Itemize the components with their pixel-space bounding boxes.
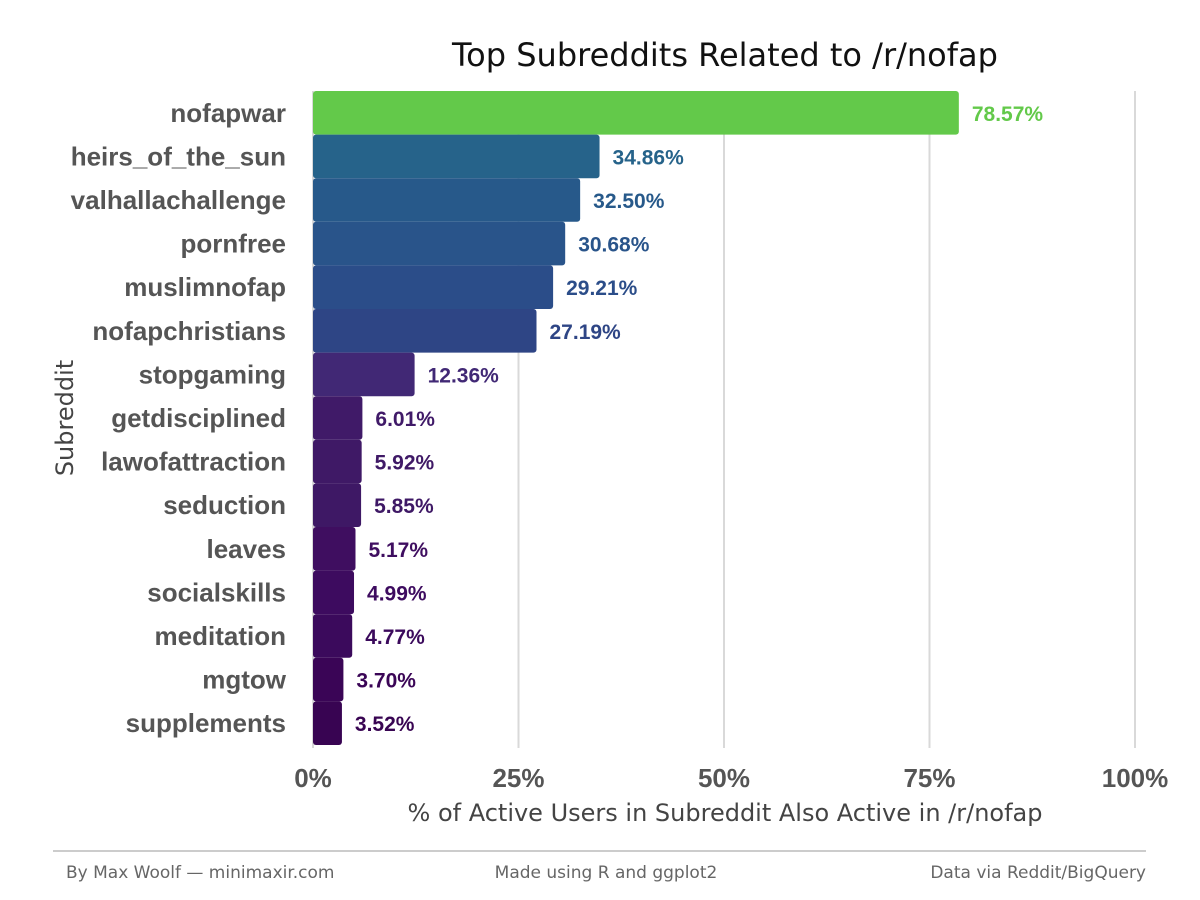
value-label: 4.77% bbox=[365, 626, 425, 649]
bar bbox=[313, 570, 355, 615]
category-label: meditation bbox=[155, 621, 286, 651]
x-tick-labels: 0% 25% 50% 75% 100% bbox=[294, 763, 1168, 793]
bar bbox=[313, 309, 537, 353]
bar bbox=[313, 439, 362, 484]
bar bbox=[313, 614, 353, 658]
bar bbox=[313, 134, 600, 179]
category-labels: nofapwar heirs_of_the_sun valhallachalleng… bbox=[71, 98, 287, 738]
x-tick-label: 50% bbox=[698, 763, 750, 793]
x-tick-label: 75% bbox=[903, 763, 955, 793]
bar bbox=[313, 701, 342, 745]
value-label: 27.19% bbox=[550, 321, 622, 344]
bar bbox=[313, 265, 554, 309]
value-label: 30.68% bbox=[578, 234, 650, 257]
value-label: 5.85% bbox=[374, 495, 434, 518]
bar bbox=[313, 221, 566, 266]
chart-title: Top Subreddits Related to /r/nofap bbox=[451, 36, 998, 74]
category-label: seduction bbox=[163, 490, 286, 520]
value-label: 5.92% bbox=[375, 452, 435, 475]
category-label: getdisciplined bbox=[111, 403, 286, 433]
value-label: 34.86% bbox=[613, 146, 685, 169]
category-label: stopgaming bbox=[139, 359, 286, 389]
bar bbox=[313, 483, 362, 527]
footer-author: By Max Woolf — minimaxir.com bbox=[66, 863, 335, 883]
value-label: 12.36% bbox=[428, 364, 500, 387]
bar bbox=[313, 178, 581, 222]
x-tick-label: 25% bbox=[492, 763, 544, 793]
bar bbox=[313, 91, 959, 135]
footer-tools: Made using R and ggplot2 bbox=[495, 863, 718, 883]
category-label: socialskills bbox=[147, 577, 286, 607]
value-labels: 78.57% 34.86% 32.50% 30.68% 29.21% 27.19% 12.3… bbox=[355, 103, 1043, 736]
category-label: lawofattraction bbox=[101, 447, 286, 477]
category-label: leaves bbox=[206, 534, 286, 564]
category-label: heirs_of_the_sun bbox=[71, 141, 286, 171]
value-label: 3.52% bbox=[355, 713, 415, 736]
value-label: 32.50% bbox=[593, 190, 665, 213]
value-label: 4.99% bbox=[367, 582, 427, 605]
y-axis-title: Subreddit bbox=[51, 360, 79, 476]
value-label: 5.17% bbox=[368, 539, 428, 562]
category-label: muslimnofap bbox=[124, 272, 286, 302]
footer-source: Data via Reddit/BigQuery bbox=[930, 863, 1146, 883]
x-tick-label: 0% bbox=[294, 763, 332, 793]
category-label: mgtow bbox=[202, 665, 287, 695]
bars bbox=[313, 91, 959, 745]
category-label: nofapwar bbox=[170, 98, 286, 128]
category-label: valhallachallenge bbox=[71, 185, 286, 215]
value-label: 6.01% bbox=[375, 408, 435, 431]
x-tick-label: 100% bbox=[1102, 763, 1169, 793]
bar bbox=[313, 527, 356, 571]
bar bbox=[313, 352, 415, 397]
bar bbox=[313, 396, 363, 440]
value-label: 3.70% bbox=[356, 670, 416, 693]
category-label: nofapchristians bbox=[92, 316, 286, 346]
category-label: pornfree bbox=[181, 229, 286, 259]
value-label: 78.57% bbox=[972, 103, 1044, 126]
bar bbox=[313, 657, 344, 702]
value-label: 29.21% bbox=[566, 277, 638, 300]
category-label: supplements bbox=[126, 708, 286, 738]
x-axis-title: % of Active Users in Subreddit Also Acti… bbox=[408, 799, 1043, 827]
